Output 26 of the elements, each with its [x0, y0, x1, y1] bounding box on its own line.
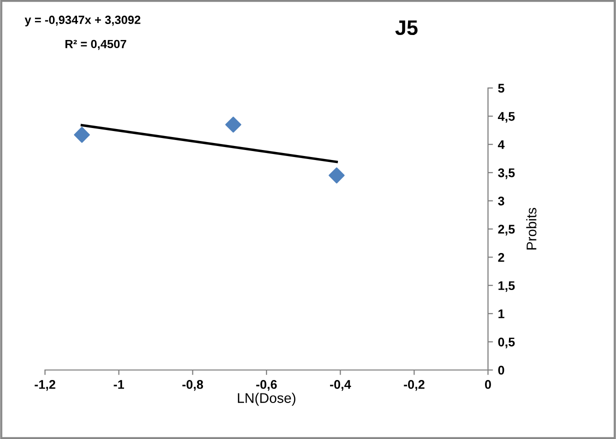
y-tick-label: 2 [498, 253, 504, 262]
y-tick-label: 3,5 [498, 168, 515, 180]
text: y = -0,9347x + 3,3092 [24, 16, 140, 26]
y-tick-label: 4 [498, 140, 505, 149]
y-tick-label: 1 [498, 310, 504, 318]
x-tick-label: -0,4 [330, 380, 352, 391]
x-tick-label: -1,2 [34, 380, 56, 391]
y-axis-title: Probits [526, 208, 536, 250]
chart-title: J5 [395, 20, 418, 36]
y-tick-label: 1,5 [498, 281, 515, 292]
x-axis-title: LN(Dose) [238, 392, 296, 406]
y-tick-label: 2,5 [498, 224, 515, 236]
text: R² = 0,4507 [65, 40, 126, 50]
y-tick-label: 0,5 [498, 338, 515, 348]
x-tick-label: -0,2 [404, 380, 424, 391]
x-tick-label: 0 [485, 380, 491, 389]
point [74, 126, 90, 143]
x-tick-label: -0,8 [182, 380, 204, 391]
x-tick-label: -1 [114, 380, 124, 389]
y-tick-label: 0 [498, 366, 504, 375]
point [225, 116, 242, 133]
x-tick-label: -0,6 [256, 380, 277, 391]
point [328, 167, 345, 184]
y-tick-label: 4,5 [498, 112, 515, 123]
y-tick-label: 3 [498, 196, 504, 206]
y-tick-label: 5 [498, 84, 504, 93]
